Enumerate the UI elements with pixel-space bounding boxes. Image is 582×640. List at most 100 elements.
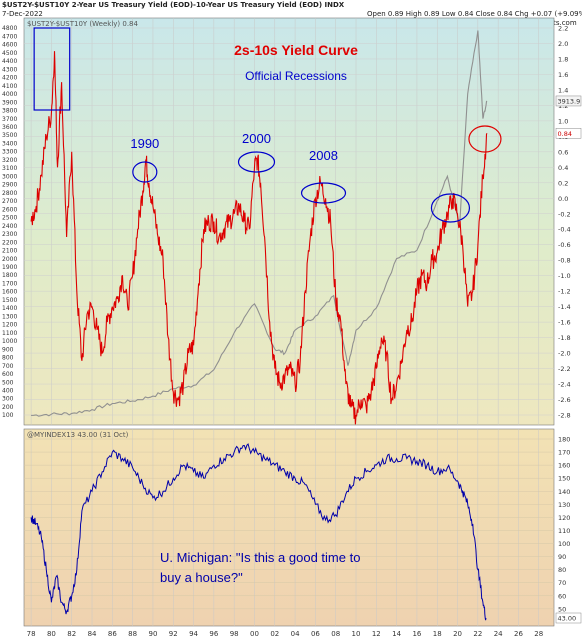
- left-tick-label: 1600: [2, 289, 17, 296]
- left-tick-label: 2200: [2, 239, 17, 246]
- lower-plot-area: [23, 428, 555, 627]
- left-tick-label: 700: [2, 363, 14, 370]
- right-tick-label: -1.0: [558, 272, 571, 280]
- x-tick-label: 06: [311, 630, 320, 638]
- x-tick-label: 16: [412, 630, 421, 638]
- left-tick-label: 1700: [2, 280, 17, 287]
- left-tick-label: 4100: [2, 83, 17, 90]
- recession-callout-ellipse: [132, 161, 158, 183]
- left-tick-label: 4400: [2, 58, 17, 65]
- left-tick-label: 2400: [2, 223, 17, 230]
- left-tick-label: 3200: [2, 157, 17, 164]
- right-tick-label: -2.0: [558, 350, 571, 358]
- right-tick-label: 1.4: [558, 86, 568, 94]
- right-tick-label: 1.8: [558, 55, 568, 63]
- right-tick-label: -1.2: [558, 288, 571, 296]
- left-tick-label: 4200: [2, 75, 17, 82]
- volcker-era-box: [33, 27, 71, 111]
- right-tick-label: -0.8: [558, 257, 571, 265]
- right-tick-label: 2.0: [558, 40, 568, 48]
- left-tick-label: 3700: [2, 116, 17, 123]
- x-tick-label: 92: [169, 630, 178, 638]
- x-tick-label: 94: [189, 630, 198, 638]
- right-tick-label: 2.2: [558, 25, 568, 33]
- recession-callout-label: 2008: [309, 148, 338, 163]
- right-tick-label: 1.0: [558, 117, 568, 125]
- x-tick-label: 98: [230, 630, 239, 638]
- right-tick-label: -2.2: [558, 365, 571, 373]
- left-tick-label: 1100: [2, 330, 17, 337]
- current-reading-ellipse: [468, 125, 502, 153]
- left-tick-label: 800: [2, 355, 14, 362]
- left-tick-label: 4500: [2, 50, 17, 57]
- left-tick-label: 4000: [2, 91, 17, 98]
- recession-callout-label: 2000: [242, 131, 271, 146]
- left-tick-label: 200: [2, 404, 14, 411]
- left-tick-label: 2600: [2, 206, 17, 213]
- left-tick-label: 400: [2, 387, 14, 394]
- right-tick-label: -1.8: [558, 334, 571, 342]
- x-tick-label: 86: [108, 630, 117, 638]
- left-tick-label: 2800: [2, 190, 17, 197]
- left-tick-label: 4800: [2, 25, 17, 32]
- chart-header-date: 7-Dec-2022: [2, 10, 43, 18]
- x-tick-label: 18: [433, 630, 442, 638]
- left-tick-label: 3800: [2, 108, 17, 115]
- lower-right-tick-label: 130: [558, 501, 570, 509]
- recession-callout-ellipse: [237, 151, 276, 173]
- left-tick-label: 3000: [2, 173, 17, 180]
- right-tick-label: 1.6: [558, 71, 568, 79]
- left-tick-label: 1000: [2, 338, 17, 345]
- right-tick-label: -0.6: [558, 241, 571, 249]
- x-tick-label: 28: [534, 630, 543, 638]
- index-last-value-box: [555, 612, 582, 624]
- left-tick-label: 2300: [2, 231, 17, 238]
- left-tick-label: 2500: [2, 215, 17, 222]
- chart-header-symbol: $UST2Y-$UST10Y 2-Year US Treasury Yield …: [2, 1, 345, 9]
- right-tick-label: -2.8: [558, 412, 571, 420]
- right-tick-label: -1.6: [558, 319, 571, 327]
- spread-last-value-box: [555, 128, 582, 139]
- left-tick-label: 900: [2, 346, 14, 353]
- right-tick-label: -2.4: [558, 381, 571, 389]
- x-tick-label: 20: [453, 630, 462, 638]
- left-tick-label: 3600: [2, 124, 17, 131]
- x-tick-label: 10: [352, 630, 361, 638]
- x-tick-label: 80: [47, 630, 56, 638]
- index-last-value: 43.00: [558, 615, 577, 623]
- left-tick-label: 500: [2, 379, 14, 386]
- x-tick-label: 26: [514, 630, 523, 638]
- lower-right-tick-label: 160: [558, 462, 570, 470]
- x-tick-label: 96: [209, 630, 218, 638]
- chart-subtitle: Official Recessions: [245, 69, 347, 83]
- x-tick-label: 02: [270, 630, 279, 638]
- left-tick-label: 3500: [2, 132, 17, 139]
- spread-line: [30, 51, 488, 425]
- x-tick-label: 24: [494, 630, 503, 638]
- left-tick-label: 600: [2, 371, 14, 378]
- left-tick-label: 1800: [2, 272, 17, 279]
- right-tick-label: -0.2: [558, 210, 571, 218]
- x-tick-label: 88: [128, 630, 137, 638]
- lower-right-tick-label: 100: [558, 540, 570, 548]
- right-tick-label: 0.4: [558, 164, 568, 172]
- left-tick-label: 100: [2, 412, 14, 419]
- right-tick-label: 0.2: [558, 179, 568, 187]
- lower-right-tick-label: 120: [558, 514, 570, 522]
- x-tick-label: 82: [67, 630, 76, 638]
- chart-title: 2s-10s Yield Curve: [234, 42, 358, 58]
- left-tick-label: 2700: [2, 198, 17, 205]
- x-tick-label: 90: [148, 630, 157, 638]
- x-tick-label: 00: [250, 630, 259, 638]
- x-tick-label: 12: [372, 630, 381, 638]
- left-tick-label: 300: [2, 396, 14, 403]
- spread-last-value: 0.84: [558, 130, 572, 138]
- x-tick-label: 78: [27, 630, 36, 638]
- lower-right-tick-label: 170: [558, 449, 570, 457]
- spx-last-value: 3913.9: [558, 97, 581, 105]
- x-tick-label: 04: [291, 630, 300, 638]
- x-tick-label: 84: [88, 630, 97, 638]
- x-tick-label: 22: [473, 630, 482, 638]
- x-tick-label: 08: [331, 630, 340, 638]
